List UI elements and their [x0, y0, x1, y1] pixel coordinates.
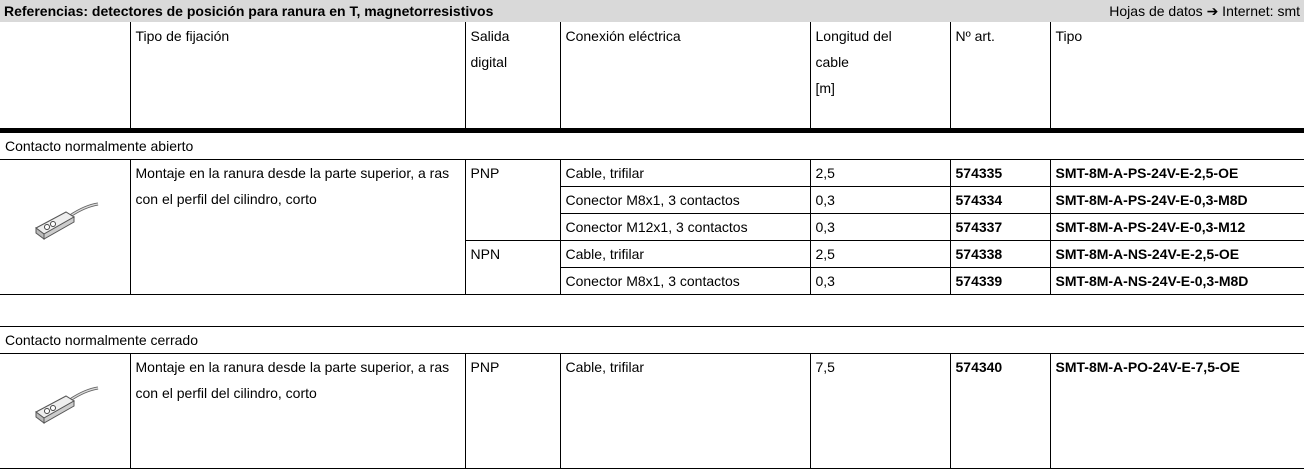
value-cell: 0,3	[809, 266, 951, 295]
header-text: Longitud del	[815, 28, 892, 44]
cell-text: 574334	[955, 191, 1003, 208]
section-row: Contacto normalmente abierto	[0, 129, 1304, 160]
value-cell: SMT-8M-A-NS-24V-E-2,5-OE	[1049, 239, 1304, 268]
header-cell: Nº art.	[949, 22, 1050, 133]
cell-text: SMT-8M-A-PS-24V-E-0,3-M8D	[1055, 191, 1248, 208]
value-cell: Cable, trifilar	[559, 158, 811, 187]
section-row: Contacto normalmente cerrado	[0, 325, 1304, 354]
image-cell	[0, 352, 131, 469]
cell-text: SMT-8M-A-PS-24V-E-0,3-M12	[1055, 218, 1246, 235]
output-cell: PNP	[464, 352, 561, 469]
data-row: Montaje en la ranura desde la parte supe…	[0, 158, 1304, 295]
value-cell: Conector M8x1, 3 contactos	[559, 266, 811, 295]
mounting-text: Montaje en la ranura desde la parte supe…	[135, 358, 450, 401]
cell-text: SMT-8M-A-NS-24V-E-0,3-M8D	[1055, 272, 1249, 289]
cell-text: SMT-8M-A-PS-24V-E-2,5-OE	[1055, 164, 1239, 181]
output-text: PNP	[470, 358, 500, 375]
value-cell: SMT-8M-A-PS-24V-E-2,5-OE	[1049, 158, 1304, 187]
header-text: cable	[815, 54, 849, 70]
output-text: PNP	[470, 164, 500, 181]
sensor-icon	[34, 202, 99, 240]
cell-text: 574339	[955, 272, 1003, 289]
value-cell: 574337	[949, 212, 1051, 241]
data-row: Montaje en la ranura desde la parte supe…	[0, 352, 1304, 469]
cell-text: 2,5	[815, 164, 835, 181]
header-cell: Tipo	[1049, 22, 1304, 133]
data-row: Conector M8x1, 3 contactos 0,3 574339 SMT-8…	[0, 266, 1304, 295]
header-text: Nº art.	[955, 28, 995, 44]
table-title: Referencias: detectores de posición para…	[4, 3, 494, 19]
header-text: Tipo	[1055, 28, 1083, 44]
value-cell: Conector M12x1, 3 contactos	[559, 212, 811, 241]
value-cell: SMT-8M-A-PS-24V-E-0,3-M8D	[1049, 185, 1304, 214]
section-title: Contacto normalmente cerrado	[5, 331, 198, 348]
value-cell: 574334	[949, 185, 1051, 214]
cell-text: 574337	[955, 218, 1003, 235]
value-cell: 0,3	[809, 185, 951, 214]
cell-text: 2,5	[815, 245, 835, 262]
order-table: Tipo de fijación Salida digital Conexión el…	[0, 22, 1304, 469]
header-text: Conexión eléctrica	[565, 28, 681, 44]
header-text: Salida	[470, 28, 510, 44]
spacer-row	[0, 293, 1304, 327]
value-cell: 574335	[949, 158, 1051, 187]
value-cell: 574340	[949, 352, 1051, 469]
value-cell: 574338	[949, 239, 1051, 268]
header-text: digital	[470, 54, 508, 70]
header-cell: Salida digital	[464, 22, 560, 133]
mounting-cell: Montaje en la ranura desde la parte supe…	[129, 158, 466, 295]
header-row: Tipo de fijación Salida digital Conexión el…	[0, 22, 1304, 133]
value-cell: SMT-8M-A-PS-24V-E-0,3-M12	[1049, 212, 1304, 241]
output-cell: NPN	[464, 239, 561, 295]
header-text: [m]	[815, 80, 835, 96]
mounting-cell: Montaje en la ranura desde la parte supe…	[129, 352, 466, 469]
image-cell	[0, 158, 131, 295]
cell-text: 0,3	[815, 218, 835, 235]
cell-text: Conector M12x1, 3 contactos	[565, 218, 748, 235]
cell-text: SMT-8M-A-NS-24V-E-2,5-OE	[1055, 245, 1240, 262]
value-cell: 0,3	[809, 212, 951, 241]
value-cell: SMT-8M-A-NS-24V-E-0,3-M8D	[1049, 266, 1304, 295]
header-cell: Tipo de fijación	[129, 22, 465, 133]
section-title: Contacto normalmente abierto	[5, 137, 194, 154]
cell-text: 0,3	[815, 191, 835, 208]
header-text: Tipo de fijación	[135, 28, 230, 44]
sensor-icon	[34, 386, 99, 424]
cell-text: 0,3	[815, 272, 835, 289]
output-cell: PNP	[464, 158, 561, 241]
header-cell: Conexión eléctrica	[559, 22, 810, 133]
value-cell: Cable, trifilar	[559, 352, 811, 469]
title-bar: Referencias: detectores de posición para…	[0, 0, 1304, 22]
section-cell: Contacto normalmente cerrado	[0, 325, 1304, 354]
cell-text: SMT-8M-A-PO-24V-E-7,5-OE	[1055, 358, 1240, 375]
value-cell: 2,5	[809, 239, 951, 268]
value-cell: SMT-8M-A-PO-24V-E-7,5-OE	[1049, 352, 1304, 469]
header-cell	[0, 22, 130, 133]
value-cell: Cable, trifilar	[559, 239, 811, 268]
output-text: NPN	[470, 245, 501, 262]
table-body: Contacto normalmente abierto Montaje en …	[0, 129, 1304, 469]
mounting-text: Montaje en la ranura desde la parte supe…	[135, 164, 450, 207]
value-cell: 7,5	[809, 352, 951, 469]
cell-text: Cable, trifilar	[565, 358, 645, 375]
cell-text: Cable, trifilar	[565, 245, 645, 262]
cell-text: Conector M8x1, 3 contactos	[565, 191, 740, 208]
cell-text: 574338	[955, 245, 1003, 262]
cell-text: 574335	[955, 164, 1003, 181]
value-cell: Conector M8x1, 3 contactos	[559, 185, 811, 214]
header-cell: Longitud del cable [m]	[809, 22, 950, 133]
cell-text: Conector M8x1, 3 contactos	[565, 272, 740, 289]
cell-text: 7,5	[815, 358, 835, 375]
datasheet-link: Hojas de datos ➔ Internet: smt	[1109, 2, 1300, 19]
section-cell: Contacto normalmente abierto	[0, 129, 1304, 160]
cell-text: Cable, trifilar	[565, 164, 645, 181]
cell-text: 574340	[955, 358, 1003, 375]
value-cell: 574339	[949, 266, 1051, 295]
spacer-cell	[0, 293, 1304, 327]
value-cell: 2,5	[809, 158, 951, 187]
